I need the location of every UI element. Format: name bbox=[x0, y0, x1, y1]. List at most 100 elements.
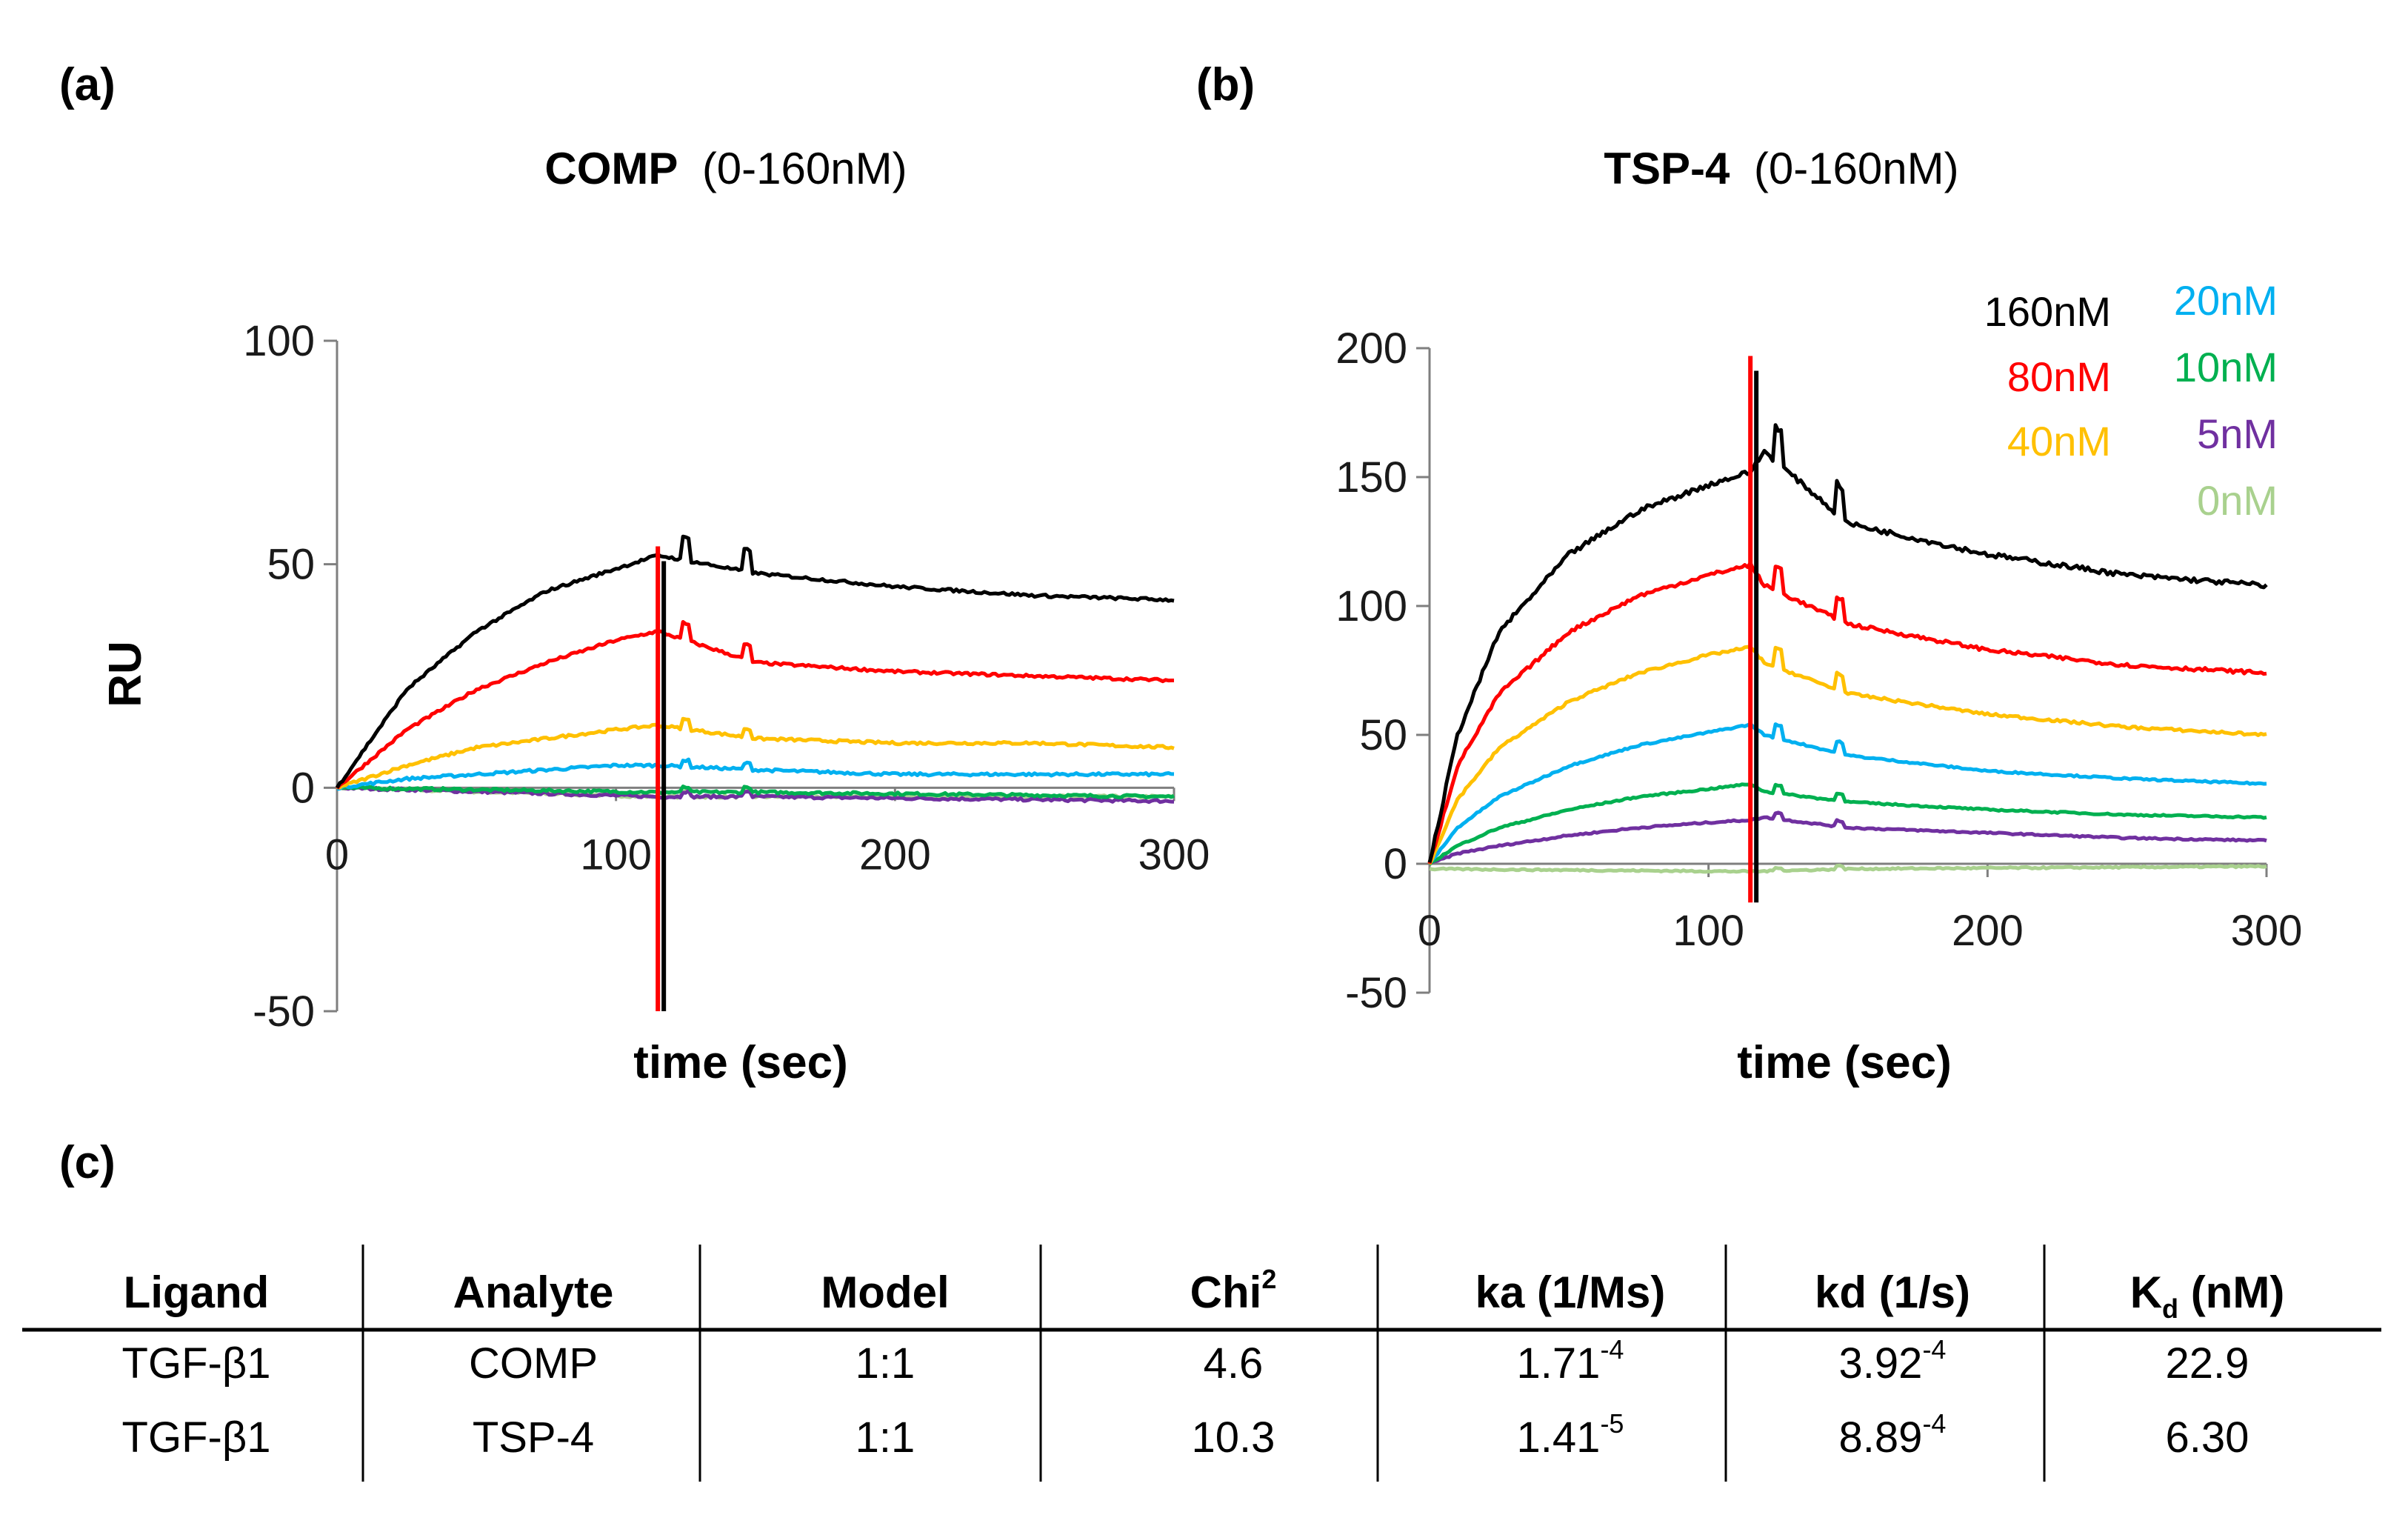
table-cell-text: Chi bbox=[1190, 1268, 1262, 1317]
table-cell-text: 6.30 bbox=[2166, 1413, 2249, 1462]
series-line-160nm bbox=[1427, 423, 2268, 863]
panel-b: (b) TSP-4 (0-160nM) time (sec) -50050100… bbox=[1196, 59, 2302, 1088]
table-cell: 1:1 bbox=[856, 1413, 915, 1462]
series-line-5nm bbox=[1428, 810, 2267, 866]
legend-item-80nm: 80nM bbox=[2007, 353, 2111, 400]
x-tick-label: 100 bbox=[1672, 907, 1744, 955]
table-cell: TGF-β1 bbox=[122, 1339, 271, 1388]
panel-b-title-rest: (0-160nM) bbox=[1754, 144, 1959, 193]
legend-item-20nm: 20nM bbox=[2174, 277, 2278, 324]
table-cell: COMP bbox=[469, 1339, 598, 1388]
table-cell-text: 1.41 bbox=[1517, 1413, 1601, 1462]
panel-c: (c) Ligand Analyte Model Chi2 ka (1/Ms) kd (1… bbox=[22, 1137, 2381, 1482]
panel-b-title-bold: TSP-4 bbox=[1604, 144, 1730, 193]
table-cell: 1:1 bbox=[856, 1339, 915, 1388]
table-cell-superscript: -4 bbox=[1922, 1408, 1946, 1439]
x-tick-label: 200 bbox=[1952, 907, 2024, 955]
plot-a: -50 0 50 100 0 100 200 300 bbox=[243, 317, 1210, 1036]
x-tick-label: 0 bbox=[1418, 907, 1441, 955]
series-line-20nm bbox=[336, 757, 1175, 791]
legend-item-40nm: 40nM bbox=[2007, 418, 2111, 464]
panel-a-xlabel: time (sec) bbox=[633, 1037, 847, 1088]
table-cell: Chi2 bbox=[1190, 1264, 1277, 1317]
x-tick-label: 300 bbox=[1138, 830, 1210, 879]
series-line-160nm bbox=[335, 534, 1175, 789]
x-tick-label: 100 bbox=[580, 830, 652, 879]
panel-b-label: (b) bbox=[1196, 59, 1255, 110]
table-cell-rest: (nM) bbox=[2178, 1268, 2284, 1317]
table-cell: Analyte bbox=[453, 1268, 614, 1317]
table-cell-text: COMP bbox=[469, 1339, 598, 1388]
table-cell: TGF-β1 bbox=[122, 1413, 271, 1462]
table-cell-superscript: -4 bbox=[1922, 1334, 1946, 1365]
legend-item-160nm: 160nM bbox=[1984, 288, 2111, 335]
series-line-40nm bbox=[1427, 645, 2267, 865]
y-tick-label: 100 bbox=[1335, 582, 1407, 630]
series-line-80nm bbox=[1427, 561, 2267, 865]
table-cell: 8.89-4 bbox=[1839, 1408, 1947, 1462]
table-cell-text: 3.92 bbox=[1839, 1339, 1923, 1388]
panel-a-label: (a) bbox=[59, 59, 116, 110]
table-cell: Kd (nM) bbox=[2130, 1268, 2285, 1324]
table-cell: 1.41-5 bbox=[1517, 1408, 1624, 1462]
series-line-10nm bbox=[1428, 782, 2267, 866]
table-cell: ka (1/Ms) bbox=[1475, 1268, 1666, 1317]
table-cell-text: 10.3 bbox=[1192, 1413, 1275, 1462]
table-cell-text: 22.9 bbox=[2166, 1339, 2249, 1388]
table-cell: 22.9 bbox=[2166, 1339, 2249, 1388]
panel-a-title-rest: (0-160nM) bbox=[702, 144, 907, 193]
table-cell-text: kd (1/s) bbox=[1815, 1268, 1970, 1317]
table-cell-text: K bbox=[2130, 1268, 2162, 1317]
series-line-10nm bbox=[336, 785, 1175, 800]
table-cell: 10.3 bbox=[1192, 1413, 1275, 1462]
y-tick-label: -50 bbox=[253, 988, 315, 1036]
panel-b-xlabel: time (sec) bbox=[1737, 1037, 1951, 1088]
series-line-80nm bbox=[336, 620, 1174, 790]
y-tick-label: 0 bbox=[1384, 840, 1407, 888]
panel-a-title-bold: COMP bbox=[544, 144, 678, 193]
table-cell: 4.6 bbox=[1204, 1339, 1264, 1388]
table-cell: 1.71-4 bbox=[1517, 1334, 1624, 1388]
y-tick-label: 200 bbox=[1335, 324, 1407, 373]
kinetics-table: Ligand Analyte Model Chi2 ka (1/Ms) kd (1/s) K… bbox=[22, 1245, 2381, 1482]
table-cell: Model bbox=[821, 1268, 949, 1317]
x-tick-label: 300 bbox=[2231, 907, 2303, 955]
panel-a: (a) COMP (0-160nM) RU time (sec) -50 0 50 1… bbox=[59, 59, 1210, 1088]
table-cell-text: 1:1 bbox=[856, 1413, 915, 1462]
table-cell-text: Model bbox=[821, 1268, 949, 1317]
x-tick-label: 0 bbox=[325, 830, 349, 879]
table-cell-text: 4.6 bbox=[1204, 1339, 1264, 1388]
series-line-20nm bbox=[1428, 722, 2267, 865]
table-cell-superscript: -4 bbox=[1600, 1334, 1624, 1365]
table-cell-text: 1:1 bbox=[856, 1339, 915, 1388]
y-tick-label: 0 bbox=[291, 764, 315, 812]
y-tick-label: 150 bbox=[1335, 453, 1407, 502]
table-cell: 3.92-4 bbox=[1839, 1334, 1947, 1388]
series-line-40nm bbox=[336, 716, 1175, 790]
table-cell-text: Ligand bbox=[124, 1268, 270, 1317]
panel-b-title: TSP-4 (0-160nM) bbox=[1604, 144, 1958, 193]
table-cell: 6.30 bbox=[2166, 1413, 2249, 1462]
y-tick-label: 50 bbox=[267, 541, 315, 589]
table-cell-superscript: -5 bbox=[1600, 1408, 1624, 1439]
table-cell-text: ka (1/Ms) bbox=[1475, 1268, 1666, 1317]
table-cell: Ligand bbox=[124, 1268, 270, 1317]
legend: 160nM 80nM 40nM 20nM 10nM 5nM 0nM bbox=[1984, 277, 2278, 524]
table-cell-text: Analyte bbox=[453, 1268, 614, 1317]
y-tick-label: 50 bbox=[1359, 711, 1407, 759]
panel-c-label: (c) bbox=[59, 1137, 116, 1188]
legend-item-5nm: 5nM bbox=[2197, 410, 2278, 457]
table-cell: TSP-4 bbox=[473, 1413, 594, 1462]
legend-item-0nm: 0nM bbox=[2197, 477, 2278, 524]
table-cell-subscript: d bbox=[2162, 1293, 2178, 1324]
y-tick-label: -50 bbox=[1345, 969, 1407, 1017]
table-cell-text: 1.71 bbox=[1517, 1339, 1601, 1388]
x-tick-label: 200 bbox=[859, 830, 931, 879]
series-line-0nm bbox=[1429, 863, 2267, 874]
y-tick-label: 100 bbox=[243, 317, 315, 365]
table-cell-text: 8.89 bbox=[1839, 1413, 1923, 1462]
table-cell-text: TGF-β1 bbox=[122, 1413, 271, 1462]
table-cell-text: TGF-β1 bbox=[122, 1339, 271, 1388]
panel-a-title: COMP (0-160nM) bbox=[544, 144, 907, 193]
